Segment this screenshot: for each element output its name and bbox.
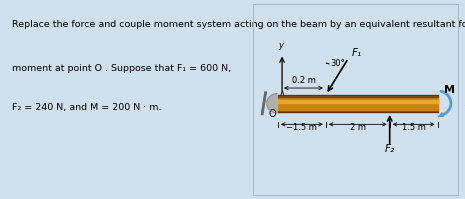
- Text: F₂: F₂: [385, 144, 395, 154]
- Text: O: O: [268, 109, 276, 119]
- Bar: [278, 110, 438, 112]
- Bar: [253, 4, 458, 195]
- Text: 2 m: 2 m: [350, 123, 366, 132]
- Bar: [278, 97, 438, 110]
- Text: 0.2 m: 0.2 m: [292, 76, 315, 85]
- Polygon shape: [267, 94, 277, 113]
- Text: F₂ = 240 N, and M = 200 N · m.: F₂ = 240 N, and M = 200 N · m.: [12, 103, 162, 112]
- Text: M: M: [445, 85, 455, 95]
- Text: Replace the force and couple moment system acting on the beam by an equivalent r: Replace the force and couple moment syst…: [12, 20, 465, 29]
- Text: 1.5 m: 1.5 m: [402, 123, 425, 132]
- Text: x: x: [464, 99, 465, 108]
- Text: 30°: 30°: [330, 59, 345, 68]
- Text: A: A: [279, 91, 286, 101]
- Bar: [278, 100, 438, 103]
- Text: F₁: F₁: [352, 48, 362, 58]
- Text: −1.5 m: −1.5 m: [286, 123, 317, 132]
- Bar: [278, 95, 438, 97]
- Text: y: y: [279, 41, 284, 50]
- Text: moment at point O . Suppose that F₁ = 600 N,: moment at point O . Suppose that F₁ = 60…: [12, 64, 231, 73]
